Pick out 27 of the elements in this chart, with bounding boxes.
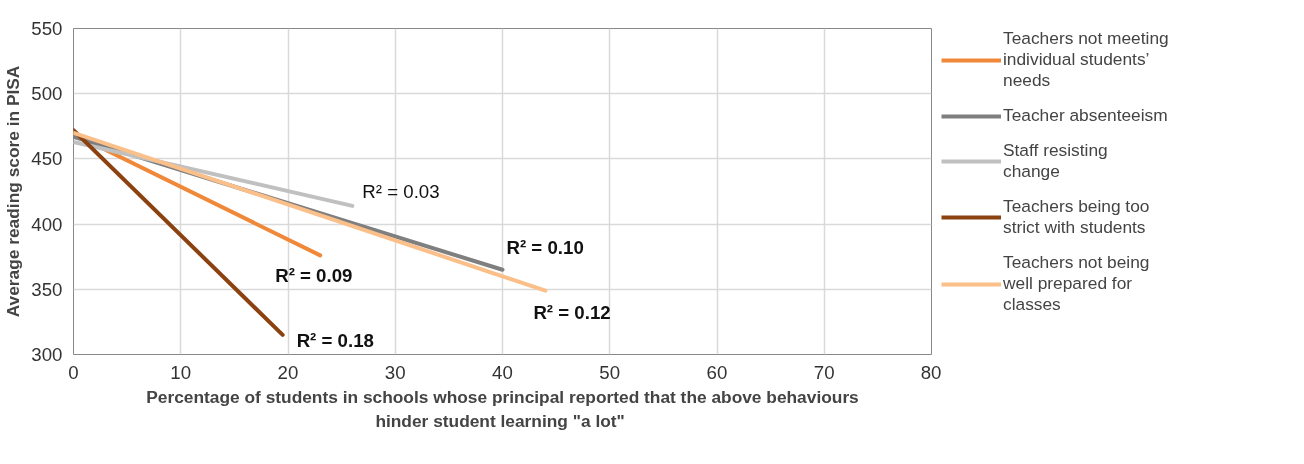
x-tick-label: 30: [384, 361, 406, 383]
legend-label: Teachers not being well prepared for classes: [1003, 252, 1150, 315]
legend-label: Teachers not meeting individual students’ needs: [1003, 28, 1169, 91]
annotation: R² = 0.10: [506, 237, 584, 259]
annotation: R² = 0.18: [296, 330, 374, 352]
y-tick-label: 550: [31, 18, 63, 39]
legend-label: Staff resisting change: [1003, 140, 1108, 182]
x-tick-label: 40: [492, 361, 513, 383]
annotation: R² = 0.03: [362, 181, 440, 203]
legend-label: Teacher absenteeism: [1003, 105, 1168, 126]
annotation: R² = 0.12: [533, 302, 611, 324]
x-tick-label: 10: [170, 361, 192, 383]
x-tick-label: 80: [920, 361, 942, 383]
legend-label: Teachers being too strict with students: [1003, 196, 1150, 238]
x-tick-label: 70: [813, 361, 835, 383]
x-tick-label: 60: [706, 361, 728, 383]
y-tick-label: 500: [31, 83, 63, 105]
x-tick-label: 20: [277, 361, 299, 383]
annotation: R² = 0.09: [275, 264, 353, 286]
x-tick-label: 50: [599, 361, 621, 383]
x-tick-label: 0: [68, 361, 79, 383]
y-tick-label: 450: [31, 148, 63, 170]
y-tick-label: 350: [31, 278, 63, 300]
x-axis-title: Percentage of students in schools whose principal reported that the above behaviours hinder student learning "a lot": [146, 386, 859, 431]
y-tick-label: 400: [31, 213, 63, 235]
y-tick-label: 300: [31, 344, 63, 365]
y-axis-title: Average reading score in PISA: [3, 65, 24, 318]
